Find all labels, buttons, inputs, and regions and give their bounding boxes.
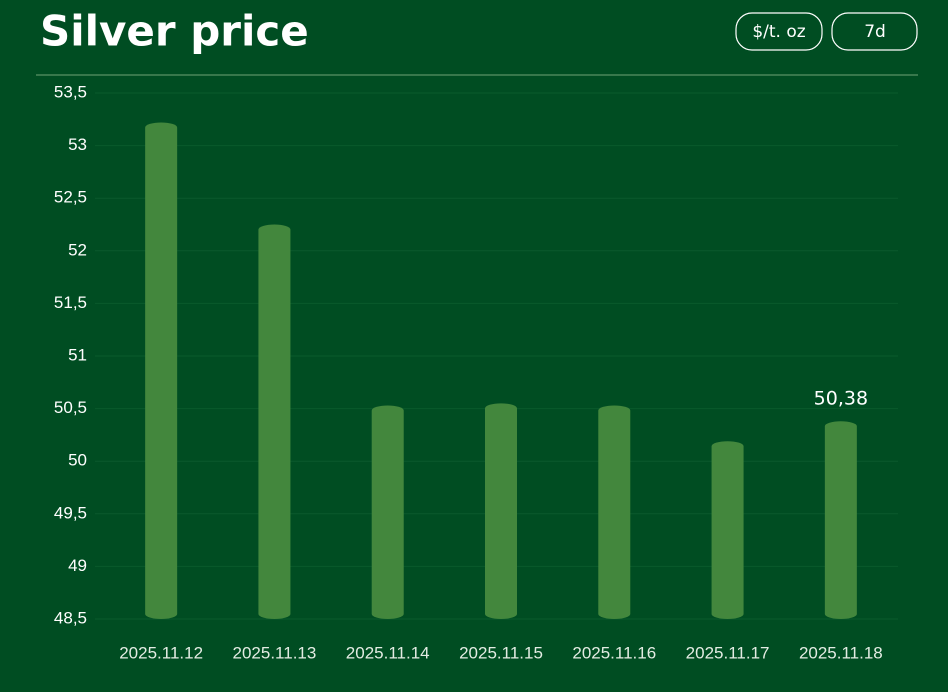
range-button-label[interactable]: 7d xyxy=(864,22,886,42)
value-label: 50,38 xyxy=(814,388,868,410)
y-tick-label: 50,5 xyxy=(54,398,87,417)
x-tick-label: 2025.11.18 xyxy=(799,643,883,662)
bar xyxy=(711,441,744,619)
bar xyxy=(485,403,517,619)
y-tick-label: 53,5 xyxy=(54,82,87,101)
bar xyxy=(824,421,857,619)
x-tick-label: 2025.11.17 xyxy=(686,643,770,662)
unit-button[interactable]: $/t. oz xyxy=(735,12,823,51)
y-tick-label: 52,5 xyxy=(54,188,87,207)
y-tick-label: 49 xyxy=(68,556,87,575)
y-tick-label: 49,5 xyxy=(54,503,87,522)
x-tick-label: 2025.11.15 xyxy=(459,643,543,662)
bar xyxy=(145,122,178,620)
x-tick-label: 2025.11.12 xyxy=(119,643,203,662)
y-tick-label: 51 xyxy=(68,345,87,364)
y-tick-label: 53 xyxy=(68,135,87,154)
bar xyxy=(598,405,631,619)
x-tick-label: 2025.11.16 xyxy=(572,643,656,662)
y-tick-label: 52 xyxy=(68,240,87,259)
y-tick-label: 51,5 xyxy=(54,293,87,312)
y-tick-label: 50 xyxy=(68,451,87,470)
y-tick-label: 48,5 xyxy=(54,608,87,627)
range-button-frame[interactable] xyxy=(831,12,918,51)
unit-button-frame[interactable] xyxy=(735,12,823,51)
range-button[interactable]: 7d xyxy=(831,12,918,51)
bar xyxy=(371,405,404,619)
x-tick-label: 2025.11.14 xyxy=(346,643,430,662)
bar xyxy=(258,224,291,619)
x-tick-label: 2025.11.13 xyxy=(233,643,317,662)
unit-button-label[interactable]: $/t. oz xyxy=(752,22,805,42)
chart-title: Silver price xyxy=(40,7,309,56)
